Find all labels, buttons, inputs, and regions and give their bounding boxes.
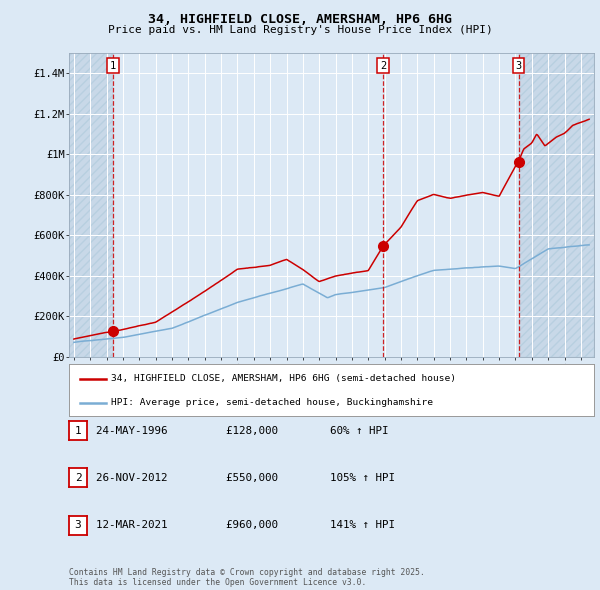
Text: 1: 1 [74,426,82,435]
Text: 1: 1 [110,61,116,71]
Text: 34, HIGHFIELD CLOSE, AMERSHAM, HP6 6HG (semi-detached house): 34, HIGHFIELD CLOSE, AMERSHAM, HP6 6HG (… [111,374,456,383]
Text: HPI: Average price, semi-detached house, Buckinghamshire: HPI: Average price, semi-detached house,… [111,398,433,408]
Text: 26-NOV-2012         £550,000        105% ↑ HPI: 26-NOV-2012 £550,000 105% ↑ HPI [96,473,395,483]
Text: Price paid vs. HM Land Registry's House Price Index (HPI): Price paid vs. HM Land Registry's House … [107,25,493,35]
Text: 3: 3 [515,61,522,71]
Text: 3: 3 [74,520,82,530]
Text: Contains HM Land Registry data © Crown copyright and database right 2025.
This d: Contains HM Land Registry data © Crown c… [69,568,425,587]
Text: 2: 2 [74,473,82,483]
Text: 2: 2 [380,61,386,71]
Text: 34, HIGHFIELD CLOSE, AMERSHAM, HP6 6HG: 34, HIGHFIELD CLOSE, AMERSHAM, HP6 6HG [148,13,452,26]
Bar [518,53,594,357]
Text: 12-MAR-2021         £960,000        141% ↑ HPI: 12-MAR-2021 £960,000 141% ↑ HPI [96,520,395,530]
Text: 24-MAY-1996         £128,000        60% ↑ HPI: 24-MAY-1996 £128,000 60% ↑ HPI [96,426,389,435]
Bar [69,53,113,357]
